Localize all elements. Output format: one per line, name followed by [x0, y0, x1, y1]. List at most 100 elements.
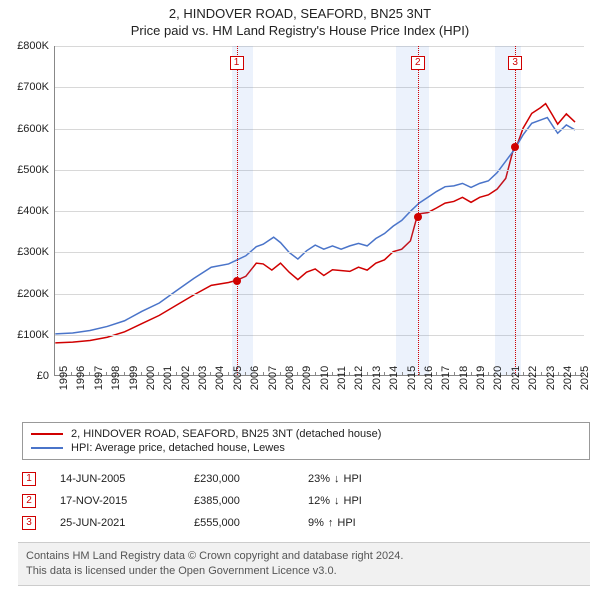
- event-price: £385,000: [194, 495, 284, 507]
- x-tick: [384, 372, 385, 376]
- x-tick-label: 2000: [145, 366, 157, 390]
- event-date: 25-JUN-2021: [60, 517, 170, 529]
- x-tick-label: 2011: [336, 366, 348, 390]
- event-diff-pct: 9%: [308, 517, 324, 529]
- event-diff-label: HPI: [337, 517, 355, 529]
- x-tick: [158, 372, 159, 376]
- event-marker-dot: [511, 143, 519, 151]
- y-tick-label: £0: [37, 370, 49, 382]
- x-tick-label: 2005: [232, 366, 244, 390]
- x-tick: [471, 372, 472, 376]
- arrow-down-icon: ↓: [334, 473, 340, 485]
- x-tick-label: 2001: [162, 366, 174, 390]
- event-diff: 9% ↑HPI: [308, 517, 356, 529]
- x-tick-label: 2007: [267, 366, 279, 390]
- legend-row: HPI: Average price, detached house, Lewe…: [31, 441, 581, 455]
- legend-swatch: [31, 447, 63, 449]
- x-tick: [332, 372, 333, 376]
- event-number: 2: [22, 494, 36, 508]
- shaded-period: [495, 46, 521, 375]
- y-tick-label: £500K: [17, 164, 49, 176]
- x-tick-label: 1998: [110, 366, 122, 390]
- event-line: [515, 46, 516, 375]
- event-row: 1 14-JUN-2005 £230,000 23% ↓ HPI: [22, 468, 590, 490]
- event-date: 17-NOV-2015: [60, 495, 170, 507]
- x-tick-label: 2009: [301, 366, 313, 390]
- legend-row: 2, HINDOVER ROAD, SEAFORD, BN25 3NT (det…: [31, 427, 581, 441]
- x-tick: [558, 372, 559, 376]
- y-tick-label: £200K: [17, 288, 49, 300]
- event-date: 14-JUN-2005: [60, 473, 170, 485]
- x-tick-label: 1995: [58, 366, 70, 390]
- event-diff-label: HPI: [344, 495, 362, 507]
- event-line: [237, 46, 238, 375]
- x-tick-label: 2025: [579, 366, 591, 390]
- x-tick: [263, 372, 264, 376]
- x-tick-label: 2006: [249, 366, 261, 390]
- y-tick-label: £400K: [17, 205, 49, 217]
- footer-line-1: Contains HM Land Registry data © Crown c…: [26, 549, 582, 564]
- x-tick-label: 2012: [353, 366, 365, 390]
- x-tick-label: 2003: [197, 366, 209, 390]
- event-diff-label: HPI: [344, 473, 362, 485]
- x-tick-label: 2017: [440, 366, 452, 390]
- x-tick: [402, 372, 403, 376]
- data-attribution: Contains HM Land Registry data © Crown c…: [18, 542, 590, 586]
- x-tick-label: 2010: [319, 366, 331, 390]
- x-tick: [367, 372, 368, 376]
- x-tick: [245, 372, 246, 376]
- x-tick: [419, 372, 420, 376]
- x-tick: [297, 372, 298, 376]
- x-tick: [454, 372, 455, 376]
- event-table: 1 14-JUN-2005 £230,000 23% ↓ HPI 2 17-NOV-2015 £…: [22, 468, 590, 534]
- page-subtitle: Price paid vs. HM Land Registry's House …: [0, 23, 600, 38]
- event-diff-pct: 23%: [308, 473, 330, 485]
- event-diff: 23% ↓ HPI: [308, 473, 362, 485]
- x-tick-label: 2022: [527, 366, 539, 390]
- arrow-up-icon: ↑: [328, 517, 334, 529]
- x-tick: [575, 372, 576, 376]
- x-tick: [436, 372, 437, 376]
- x-tick-label: 2016: [423, 366, 435, 390]
- x-tick-label: 2020: [492, 366, 504, 390]
- event-price: £230,000: [194, 473, 284, 485]
- event-marker-box: 1: [230, 56, 244, 70]
- event-marker-box: 3: [508, 56, 522, 70]
- x-tick-label: 2018: [458, 366, 470, 390]
- event-row: 325-JUN-2021£555,0009%↑HPI: [22, 512, 590, 534]
- event-number: 1: [22, 472, 36, 486]
- y-tick-label: £700K: [17, 81, 49, 93]
- legend-label: 2, HINDOVER ROAD, SEAFORD, BN25 3NT (det…: [71, 428, 381, 440]
- event-diff: 12% ↓ HPI: [308, 495, 362, 507]
- x-tick: [349, 372, 350, 376]
- x-tick: [141, 372, 142, 376]
- x-tick-label: 2015: [406, 366, 418, 390]
- x-tick-label: 1999: [128, 366, 140, 390]
- event-row: 2 17-NOV-2015 £385,000 12% ↓ HPI: [22, 490, 590, 512]
- x-tick: [210, 372, 211, 376]
- x-tick: [488, 372, 489, 376]
- arrow-down-icon: ↓: [334, 495, 340, 507]
- shaded-period: [396, 46, 429, 375]
- x-tick: [89, 372, 90, 376]
- legend-label: HPI: Average price, detached house, Lewe…: [71, 442, 285, 454]
- x-tick: [176, 372, 177, 376]
- event-diff-pct: 12%: [308, 495, 330, 507]
- x-tick: [124, 372, 125, 376]
- x-tick: [106, 372, 107, 376]
- x-tick: [54, 372, 55, 376]
- event-marker-box: 2: [411, 56, 425, 70]
- x-tick-label: 1997: [93, 366, 105, 390]
- event-line: [418, 46, 419, 375]
- x-tick-label: 1996: [75, 366, 87, 390]
- x-tick-label: 2021: [510, 366, 522, 390]
- x-tick-label: 2019: [475, 366, 487, 390]
- x-tick-label: 2024: [562, 366, 574, 390]
- y-tick-label: £600K: [17, 123, 49, 135]
- shaded-period: [232, 46, 253, 375]
- page-title: 2, HINDOVER ROAD, SEAFORD, BN25 3NT: [0, 6, 600, 21]
- price-chart: £0£100K£200K£300K£400K£500K£600K£700K£80…: [54, 46, 584, 376]
- x-tick-label: 2004: [214, 366, 226, 390]
- y-tick-label: £100K: [17, 329, 49, 341]
- footer-line-2: This data is licensed under the Open Gov…: [26, 564, 582, 579]
